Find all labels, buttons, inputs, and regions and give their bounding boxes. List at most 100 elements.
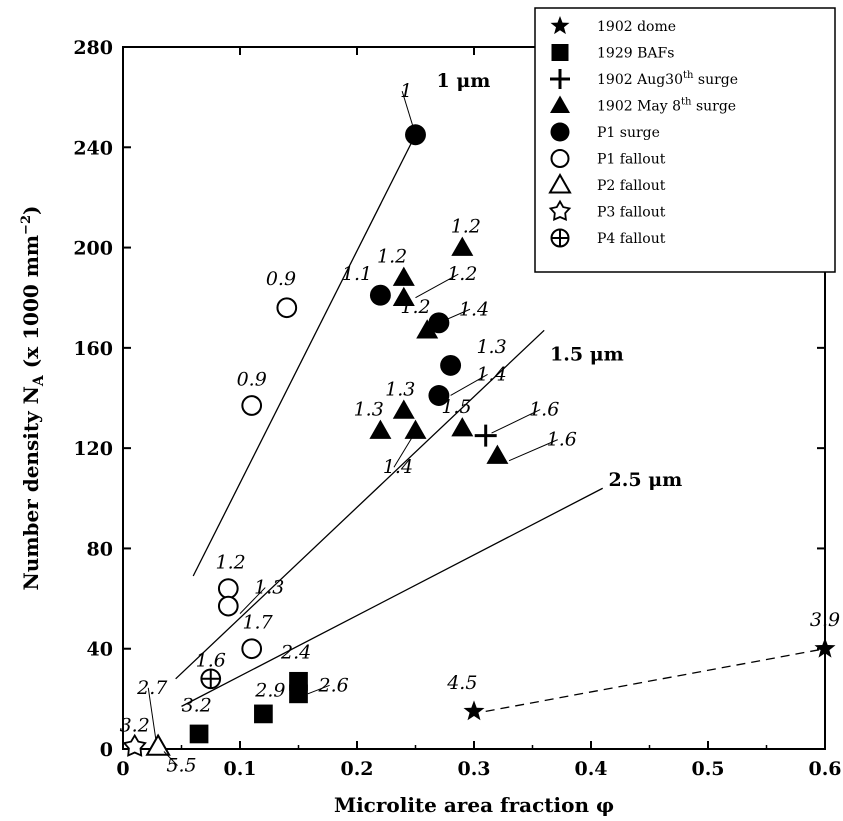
- data-point-circle-plus: [200, 668, 222, 690]
- data-label: 1.7: [242, 612, 273, 634]
- annotation-leader: [508, 439, 558, 462]
- legend-label: 1902 May 8th surge: [597, 97, 736, 115]
- legend-marker-star-filled: [550, 16, 570, 35]
- data-label: 2.6: [317, 674, 348, 696]
- annotation-leader: [401, 90, 416, 135]
- data-label: 1.4: [476, 363, 506, 385]
- y-tick-label: 280: [73, 37, 113, 59]
- data-point-star-filled: [814, 637, 836, 658]
- data-label: 1.2: [451, 216, 481, 238]
- data-point-star-open: [122, 733, 147, 757]
- legend-label: P1 fallout: [597, 152, 666, 168]
- data-label: 2.7: [136, 677, 168, 699]
- data-label: 1.6: [547, 429, 577, 451]
- annotation-leader: [393, 435, 414, 468]
- data-point-plus: [474, 424, 497, 447]
- y-tick-label: 40: [87, 639, 113, 661]
- y-tick-label: 160: [73, 338, 113, 360]
- data-label: 3.9: [810, 609, 840, 631]
- legend-marker-square-filled: [551, 44, 569, 61]
- reference-line-label: 1 μm: [437, 70, 491, 92]
- annotation-leader: [239, 587, 266, 614]
- data-point-triangle-filled: [451, 417, 474, 437]
- x-tick-label: 0.5: [691, 758, 724, 780]
- annotations: 11.21.21.1 1.21.2 1.40.91.30.9 1.41.31.3 1.5…: [120, 80, 841, 776]
- legend-items: 1902 dome 1929 BAFs 1902 Aug30th surge 1902…: [548, 16, 738, 248]
- data-label: 0.9: [237, 368, 267, 390]
- data-point-square-filled: [254, 704, 273, 724]
- data-point-triangle-filled: [404, 419, 427, 439]
- data-point-circle-filled: [440, 354, 462, 376]
- data-label: 4.5: [446, 672, 477, 694]
- data-point-triangle-filled: [416, 319, 439, 339]
- data-label: 1.3: [385, 378, 415, 400]
- x-tick-label: 0.4: [574, 758, 607, 780]
- dashed-trend-line: [485, 648, 826, 713]
- annotation-leader: [450, 374, 488, 396]
- reference-line: [175, 329, 545, 680]
- legend-marker-triangle-filled: [550, 95, 570, 113]
- legend-marker-star-open: [548, 199, 572, 222]
- data-point-circle-filled: [428, 312, 450, 334]
- legend-label: P2 fallout: [597, 178, 666, 194]
- data-label: 1.3: [254, 577, 284, 599]
- data-label: 2.9: [254, 679, 285, 701]
- legend-label: 1902 Aug30th surge: [597, 70, 738, 88]
- annotation-leader: [438, 308, 471, 324]
- y-axis-title: Number density NA (x 1000 mm−2): [19, 206, 47, 591]
- data-label: 2.4: [280, 642, 311, 664]
- axis-ticks: 0 0.1 0.2 0.3 0.4 0.5 0.6 0 40 80 120 160 200 240 280: [73, 37, 841, 780]
- legend: 1902 dome 1929 BAFs 1902 Aug30th surge 1902…: [534, 7, 836, 273]
- x-axis-title: Microlite area fraction φ: [334, 793, 614, 817]
- legend-marker-circle-plus: [550, 228, 570, 248]
- annotation-leader: [147, 687, 157, 740]
- reference-line: [181, 487, 603, 707]
- legend-label: P1 surge: [597, 125, 660, 141]
- data-label: 1.1: [342, 263, 372, 285]
- data-point-circle-filled: [369, 284, 391, 306]
- y-tick-label: 120: [73, 438, 113, 460]
- data-label: 1.3: [476, 336, 506, 358]
- data-point-triangle-filled: [486, 444, 509, 464]
- data-point-triangle-filled: [392, 399, 415, 419]
- x-tick-label: 0.2: [340, 758, 373, 780]
- data-label: 1.6: [529, 399, 559, 421]
- legend-marker-circle-filled: [550, 122, 570, 142]
- data-point-star-filled: [463, 700, 485, 721]
- y-tick-label: 240: [73, 137, 113, 159]
- data-point-square-filled: [189, 724, 209, 744]
- annotation-leader: [307, 684, 330, 695]
- data-label: 1.2: [447, 263, 477, 285]
- legend-marker-plus: [550, 69, 570, 89]
- data-label: 5.5: [166, 755, 196, 777]
- data-label: 1: [400, 80, 412, 102]
- annotation-leader: [491, 409, 541, 434]
- data-label: 1.2: [400, 296, 430, 318]
- data-label: 1.3: [354, 399, 384, 421]
- data-point-triangle-filled: [451, 236, 474, 256]
- data-point-triangle-open: [145, 733, 171, 756]
- data-point-circle-filled: [428, 385, 450, 406]
- annotation-leader: [415, 273, 459, 299]
- data-point-circle-open: [276, 297, 298, 319]
- reference-line-label: 1.5 μm: [550, 343, 624, 365]
- legend-box: [534, 7, 836, 273]
- y-tick-label: 80: [87, 538, 113, 560]
- data-point-square-filled: [289, 671, 308, 691]
- y-tick-label: 200: [73, 238, 113, 260]
- reference-line-label: 2.5 μm: [609, 469, 683, 491]
- data-label: 1.6: [196, 649, 226, 671]
- reference-lines: 1 μm 1.5 μm 2.5 μm: [175, 70, 683, 707]
- data-point-circle-open: [241, 395, 263, 416]
- data-label: 1.5: [441, 396, 471, 418]
- data-point-triangle-filled: [392, 286, 415, 306]
- y-tick-label: 0: [100, 739, 113, 761]
- legend-label: 1929 BAFs: [597, 46, 674, 62]
- data-label: 1.2: [216, 551, 246, 573]
- data-point-circle-open: [241, 638, 263, 660]
- x-tick-label: 0.1: [223, 758, 256, 780]
- legend-label: P4 fallout: [597, 231, 666, 247]
- data-label: 3.2: [120, 714, 150, 736]
- data-label: 1.4: [459, 298, 489, 320]
